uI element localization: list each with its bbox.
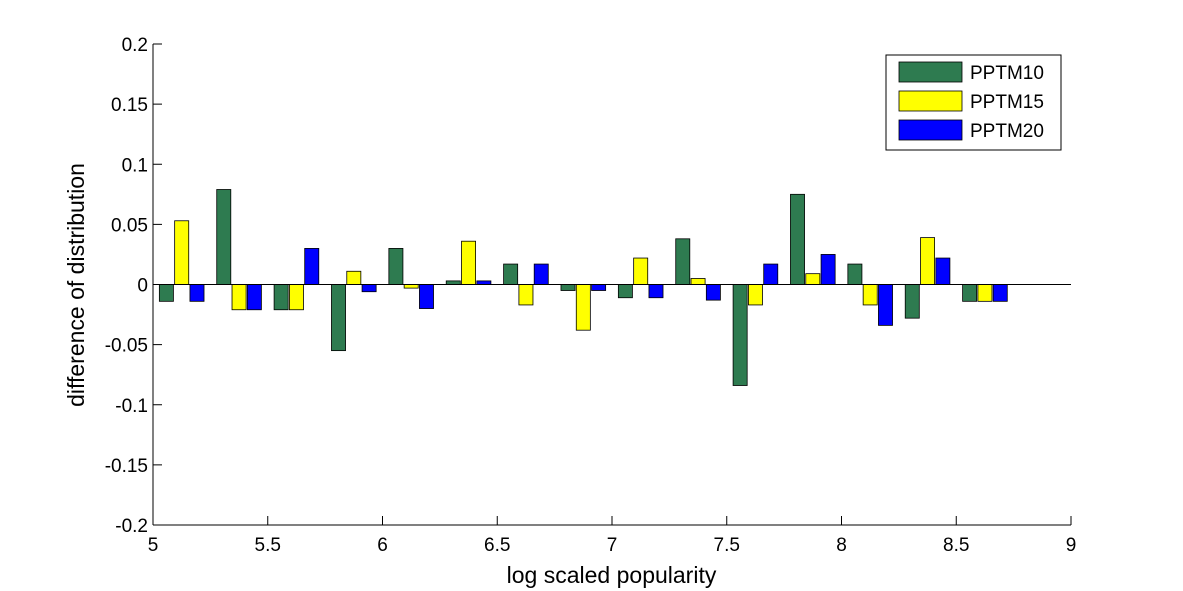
bar-pptm20-6 bbox=[533, 263, 549, 285]
bar-pptm20-8 bbox=[648, 284, 664, 299]
bar-pptm10-11 bbox=[790, 193, 805, 285]
y-tick-label: -0.2 bbox=[115, 516, 148, 537]
bar-pptm20-10 bbox=[763, 263, 779, 285]
bar-pptm15-1 bbox=[231, 284, 247, 311]
bar-pptm15-14 bbox=[977, 284, 993, 302]
bar-pptm20-11 bbox=[820, 254, 836, 285]
y-tick-label: -0.15 bbox=[105, 456, 148, 477]
bar-pptm15-8 bbox=[633, 257, 649, 285]
y-tick-label: 0.2 bbox=[122, 35, 148, 56]
bar-pptm15-13 bbox=[920, 237, 936, 285]
y-tick-label: 0.15 bbox=[111, 95, 148, 116]
legend-swatch-pptm15 bbox=[898, 90, 963, 112]
x-tick-label: 5.5 bbox=[255, 535, 281, 556]
bar-pptm20-1 bbox=[246, 284, 262, 311]
bar-pptm10-7 bbox=[560, 284, 576, 291]
legend-label-pptm20: PPTM20 bbox=[970, 121, 1044, 142]
legend-swatch-pptm10 bbox=[898, 61, 963, 83]
bar-pptm15-10 bbox=[747, 284, 763, 306]
bar-pptm10-8 bbox=[617, 284, 633, 299]
bar-pptm20-14 bbox=[992, 284, 1008, 302]
bar-pptm20-2 bbox=[304, 248, 320, 285]
bar-pptm10-3 bbox=[331, 284, 346, 352]
legend-label-pptm15: PPTM15 bbox=[970, 92, 1044, 113]
bar-pptm15-7 bbox=[575, 284, 591, 331]
x-tick-label: 7 bbox=[607, 535, 618, 556]
x-tick-label: 7.5 bbox=[714, 535, 740, 556]
bar-pptm10-6 bbox=[503, 263, 519, 285]
bar-pptm10-9 bbox=[675, 238, 691, 285]
bar-pptm15-4 bbox=[403, 284, 419, 289]
bar-pptm20-4 bbox=[419, 284, 434, 309]
x-tick-label: 8 bbox=[836, 535, 847, 556]
bar-pptm10-1 bbox=[216, 189, 232, 285]
y-tick-label: -0.1 bbox=[115, 396, 148, 417]
y-axis: -0.2 -0.15 -0.1 -0.05 0 0.05 0.1 0.15 0.2 bbox=[105, 35, 162, 537]
x-axis: 5 5.5 6 6.5 7 7.5 8 8.5 9 bbox=[148, 516, 1077, 556]
bar-pptm20-5 bbox=[476, 280, 492, 285]
x-tick-label: 6 bbox=[377, 535, 388, 556]
bars bbox=[153, 189, 1071, 386]
bar-pptm10-10 bbox=[732, 284, 748, 386]
x-tick-label: 9 bbox=[1066, 535, 1077, 556]
legend-label-pptm10: PPTM10 bbox=[970, 63, 1044, 84]
bar-pptm20-12 bbox=[878, 284, 893, 326]
bar-pptm10-0 bbox=[158, 284, 174, 302]
x-tick-label: 5 bbox=[148, 535, 159, 556]
bar-pptm20-13 bbox=[935, 257, 951, 285]
y-tick-label: 0 bbox=[137, 276, 148, 297]
bar-pptm15-3 bbox=[346, 270, 362, 285]
bar-pptm20-9 bbox=[705, 284, 721, 301]
x-tick-label: 6.5 bbox=[484, 535, 510, 556]
bar-pptm20-7 bbox=[591, 284, 607, 291]
x-axis-label: log scaled popularity bbox=[507, 562, 717, 588]
bar-pptm20-3 bbox=[361, 284, 377, 293]
bar-pptm10-4 bbox=[388, 248, 404, 285]
bar-pptm15-5 bbox=[461, 240, 477, 285]
bar-pptm20-0 bbox=[189, 284, 205, 302]
bar-pptm10-5 bbox=[445, 280, 461, 285]
bar-pptm10-2 bbox=[273, 284, 289, 311]
bar-pptm10-13 bbox=[904, 284, 920, 319]
x-tick-label: 8.5 bbox=[943, 535, 969, 556]
bar-pptm15-6 bbox=[518, 284, 534, 306]
bar-pptm15-12 bbox=[862, 284, 878, 306]
bar-pptm15-0 bbox=[174, 220, 190, 285]
bar-pptm15-11 bbox=[805, 273, 821, 285]
bar-pptm15-9 bbox=[690, 278, 706, 285]
bar-pptm10-12 bbox=[847, 263, 863, 285]
y-tick-label: 0.05 bbox=[111, 215, 148, 236]
bar-pptm10-14 bbox=[962, 284, 978, 302]
y-axis-label: difference of distribution bbox=[63, 163, 89, 407]
y-tick-label: 0.1 bbox=[122, 155, 148, 176]
legend: PPTM10 PPTM15 PPTM20 bbox=[885, 54, 1062, 151]
y-tick-label: -0.05 bbox=[105, 336, 148, 357]
bar-pptm15-2 bbox=[288, 284, 304, 311]
legend-swatch-pptm20 bbox=[898, 119, 963, 141]
